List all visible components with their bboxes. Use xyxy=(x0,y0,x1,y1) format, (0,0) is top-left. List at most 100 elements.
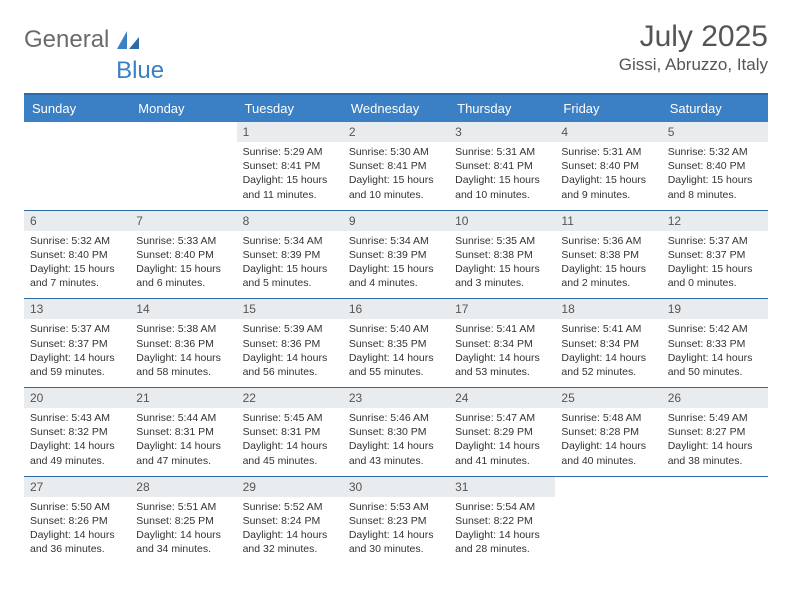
sunrise-line: Sunrise: 5:50 AM xyxy=(30,500,124,514)
sunset-line: Sunset: 8:40 PM xyxy=(668,159,762,173)
daylight-line: Daylight: 14 hours and 32 minutes. xyxy=(243,528,337,556)
calendar-cell: 11Sunrise: 5:36 AMSunset: 8:38 PMDayligh… xyxy=(555,210,661,299)
weekday-header: Tuesday xyxy=(237,94,343,122)
daylight-line: Daylight: 15 hours and 2 minutes. xyxy=(561,262,655,290)
calendar-cell: 8Sunrise: 5:34 AMSunset: 8:39 PMDaylight… xyxy=(237,210,343,299)
day-number: 12 xyxy=(662,211,768,231)
sunset-line: Sunset: 8:22 PM xyxy=(455,514,549,528)
daylight-line: Daylight: 15 hours and 0 minutes. xyxy=(668,262,762,290)
calendar-cell-empty: . xyxy=(130,122,236,210)
day-content: Sunrise: 5:50 AMSunset: 8:26 PMDaylight:… xyxy=(24,497,130,565)
day-number: 7 xyxy=(130,211,236,231)
day-number: 5 xyxy=(662,122,768,142)
calendar-cell: 30Sunrise: 5:53 AMSunset: 8:23 PMDayligh… xyxy=(343,476,449,564)
day-content: Sunrise: 5:34 AMSunset: 8:39 PMDaylight:… xyxy=(343,231,449,299)
daylight-line: Daylight: 15 hours and 3 minutes. xyxy=(455,262,549,290)
sunset-line: Sunset: 8:34 PM xyxy=(455,337,549,351)
logo-text-general: General xyxy=(24,26,109,54)
day-content: Sunrise: 5:38 AMSunset: 8:36 PMDaylight:… xyxy=(130,319,236,387)
sunset-line: Sunset: 8:29 PM xyxy=(455,425,549,439)
sunrise-line: Sunrise: 5:42 AM xyxy=(668,322,762,336)
sunrise-line: Sunrise: 5:32 AM xyxy=(30,234,124,248)
daylight-line: Daylight: 14 hours and 52 minutes. xyxy=(561,351,655,379)
day-content: Sunrise: 5:48 AMSunset: 8:28 PMDaylight:… xyxy=(555,408,661,476)
daylight-line: Daylight: 14 hours and 36 minutes. xyxy=(30,528,124,556)
day-content: Sunrise: 5:40 AMSunset: 8:35 PMDaylight:… xyxy=(343,319,449,387)
weekday-header: Wednesday xyxy=(343,94,449,122)
daylight-line: Daylight: 15 hours and 4 minutes. xyxy=(349,262,443,290)
sunset-line: Sunset: 8:32 PM xyxy=(30,425,124,439)
calendar-cell: 20Sunrise: 5:43 AMSunset: 8:32 PMDayligh… xyxy=(24,388,130,477)
day-content: Sunrise: 5:39 AMSunset: 8:36 PMDaylight:… xyxy=(237,319,343,387)
day-content: Sunrise: 5:31 AMSunset: 8:40 PMDaylight:… xyxy=(555,142,661,210)
day-content: Sunrise: 5:47 AMSunset: 8:29 PMDaylight:… xyxy=(449,408,555,476)
day-content: Sunrise: 5:31 AMSunset: 8:41 PMDaylight:… xyxy=(449,142,555,210)
calendar-cell: 25Sunrise: 5:48 AMSunset: 8:28 PMDayligh… xyxy=(555,388,661,477)
day-number: 19 xyxy=(662,299,768,319)
day-content: Sunrise: 5:35 AMSunset: 8:38 PMDaylight:… xyxy=(449,231,555,299)
daylight-line: Daylight: 15 hours and 5 minutes. xyxy=(243,262,337,290)
sunrise-line: Sunrise: 5:37 AM xyxy=(30,322,124,336)
day-content: Sunrise: 5:53 AMSunset: 8:23 PMDaylight:… xyxy=(343,497,449,565)
sunrise-line: Sunrise: 5:33 AM xyxy=(136,234,230,248)
sunrise-line: Sunrise: 5:34 AM xyxy=(349,234,443,248)
sunrise-line: Sunrise: 5:47 AM xyxy=(455,411,549,425)
calendar-cell-empty: . xyxy=(24,122,130,210)
sunrise-line: Sunrise: 5:43 AM xyxy=(30,411,124,425)
sunset-line: Sunset: 8:41 PM xyxy=(349,159,443,173)
day-number: 24 xyxy=(449,388,555,408)
calendar-cell-empty: . xyxy=(662,476,768,564)
sunset-line: Sunset: 8:37 PM xyxy=(30,337,124,351)
day-content: Sunrise: 5:41 AMSunset: 8:34 PMDaylight:… xyxy=(555,319,661,387)
calendar-cell: 17Sunrise: 5:41 AMSunset: 8:34 PMDayligh… xyxy=(449,299,555,388)
daylight-line: Daylight: 14 hours and 58 minutes. xyxy=(136,351,230,379)
day-number: 2 xyxy=(343,122,449,142)
logo-text-blue: Blue xyxy=(116,57,164,84)
weekday-header: Monday xyxy=(130,94,236,122)
sunrise-line: Sunrise: 5:48 AM xyxy=(561,411,655,425)
day-number: 17 xyxy=(449,299,555,319)
daylight-line: Daylight: 14 hours and 55 minutes. xyxy=(349,351,443,379)
calendar-cell: 15Sunrise: 5:39 AMSunset: 8:36 PMDayligh… xyxy=(237,299,343,388)
day-content: Sunrise: 5:52 AMSunset: 8:24 PMDaylight:… xyxy=(237,497,343,565)
day-content: Sunrise: 5:33 AMSunset: 8:40 PMDaylight:… xyxy=(130,231,236,299)
sunrise-line: Sunrise: 5:36 AM xyxy=(561,234,655,248)
day-number: 28 xyxy=(130,477,236,497)
sunset-line: Sunset: 8:36 PM xyxy=(243,337,337,351)
day-number: 29 xyxy=(237,477,343,497)
day-number: 8 xyxy=(237,211,343,231)
sunset-line: Sunset: 8:41 PM xyxy=(243,159,337,173)
calendar-cell: 6Sunrise: 5:32 AMSunset: 8:40 PMDaylight… xyxy=(24,210,130,299)
sunset-line: Sunset: 8:25 PM xyxy=(136,514,230,528)
daylight-line: Daylight: 14 hours and 43 minutes. xyxy=(349,439,443,467)
day-content: Sunrise: 5:30 AMSunset: 8:41 PMDaylight:… xyxy=(343,142,449,210)
daylight-line: Daylight: 15 hours and 7 minutes. xyxy=(30,262,124,290)
sunrise-line: Sunrise: 5:29 AM xyxy=(243,145,337,159)
daylight-line: Daylight: 14 hours and 47 minutes. xyxy=(136,439,230,467)
daylight-line: Daylight: 14 hours and 40 minutes. xyxy=(561,439,655,467)
day-number: 3 xyxy=(449,122,555,142)
daylight-line: Daylight: 14 hours and 59 minutes. xyxy=(30,351,124,379)
sunset-line: Sunset: 8:40 PM xyxy=(561,159,655,173)
day-number: 27 xyxy=(24,477,130,497)
day-number: 23 xyxy=(343,388,449,408)
calendar-cell: 29Sunrise: 5:52 AMSunset: 8:24 PMDayligh… xyxy=(237,476,343,564)
weekday-header: Thursday xyxy=(449,94,555,122)
day-number: 20 xyxy=(24,388,130,408)
calendar-cell: 19Sunrise: 5:42 AMSunset: 8:33 PMDayligh… xyxy=(662,299,768,388)
calendar-cell: 1Sunrise: 5:29 AMSunset: 8:41 PMDaylight… xyxy=(237,122,343,210)
sunset-line: Sunset: 8:37 PM xyxy=(668,248,762,262)
sunset-line: Sunset: 8:40 PM xyxy=(30,248,124,262)
daylight-line: Daylight: 15 hours and 10 minutes. xyxy=(455,173,549,201)
day-content: Sunrise: 5:46 AMSunset: 8:30 PMDaylight:… xyxy=(343,408,449,476)
daylight-line: Daylight: 15 hours and 10 minutes. xyxy=(349,173,443,201)
day-content: Sunrise: 5:37 AMSunset: 8:37 PMDaylight:… xyxy=(24,319,130,387)
daylight-line: Daylight: 14 hours and 38 minutes. xyxy=(668,439,762,467)
sunset-line: Sunset: 8:39 PM xyxy=(243,248,337,262)
day-number: 10 xyxy=(449,211,555,231)
day-content: Sunrise: 5:32 AMSunset: 8:40 PMDaylight:… xyxy=(24,231,130,299)
day-number: 1 xyxy=(237,122,343,142)
weekday-header: Friday xyxy=(555,94,661,122)
calendar-cell: 7Sunrise: 5:33 AMSunset: 8:40 PMDaylight… xyxy=(130,210,236,299)
day-number: 14 xyxy=(130,299,236,319)
